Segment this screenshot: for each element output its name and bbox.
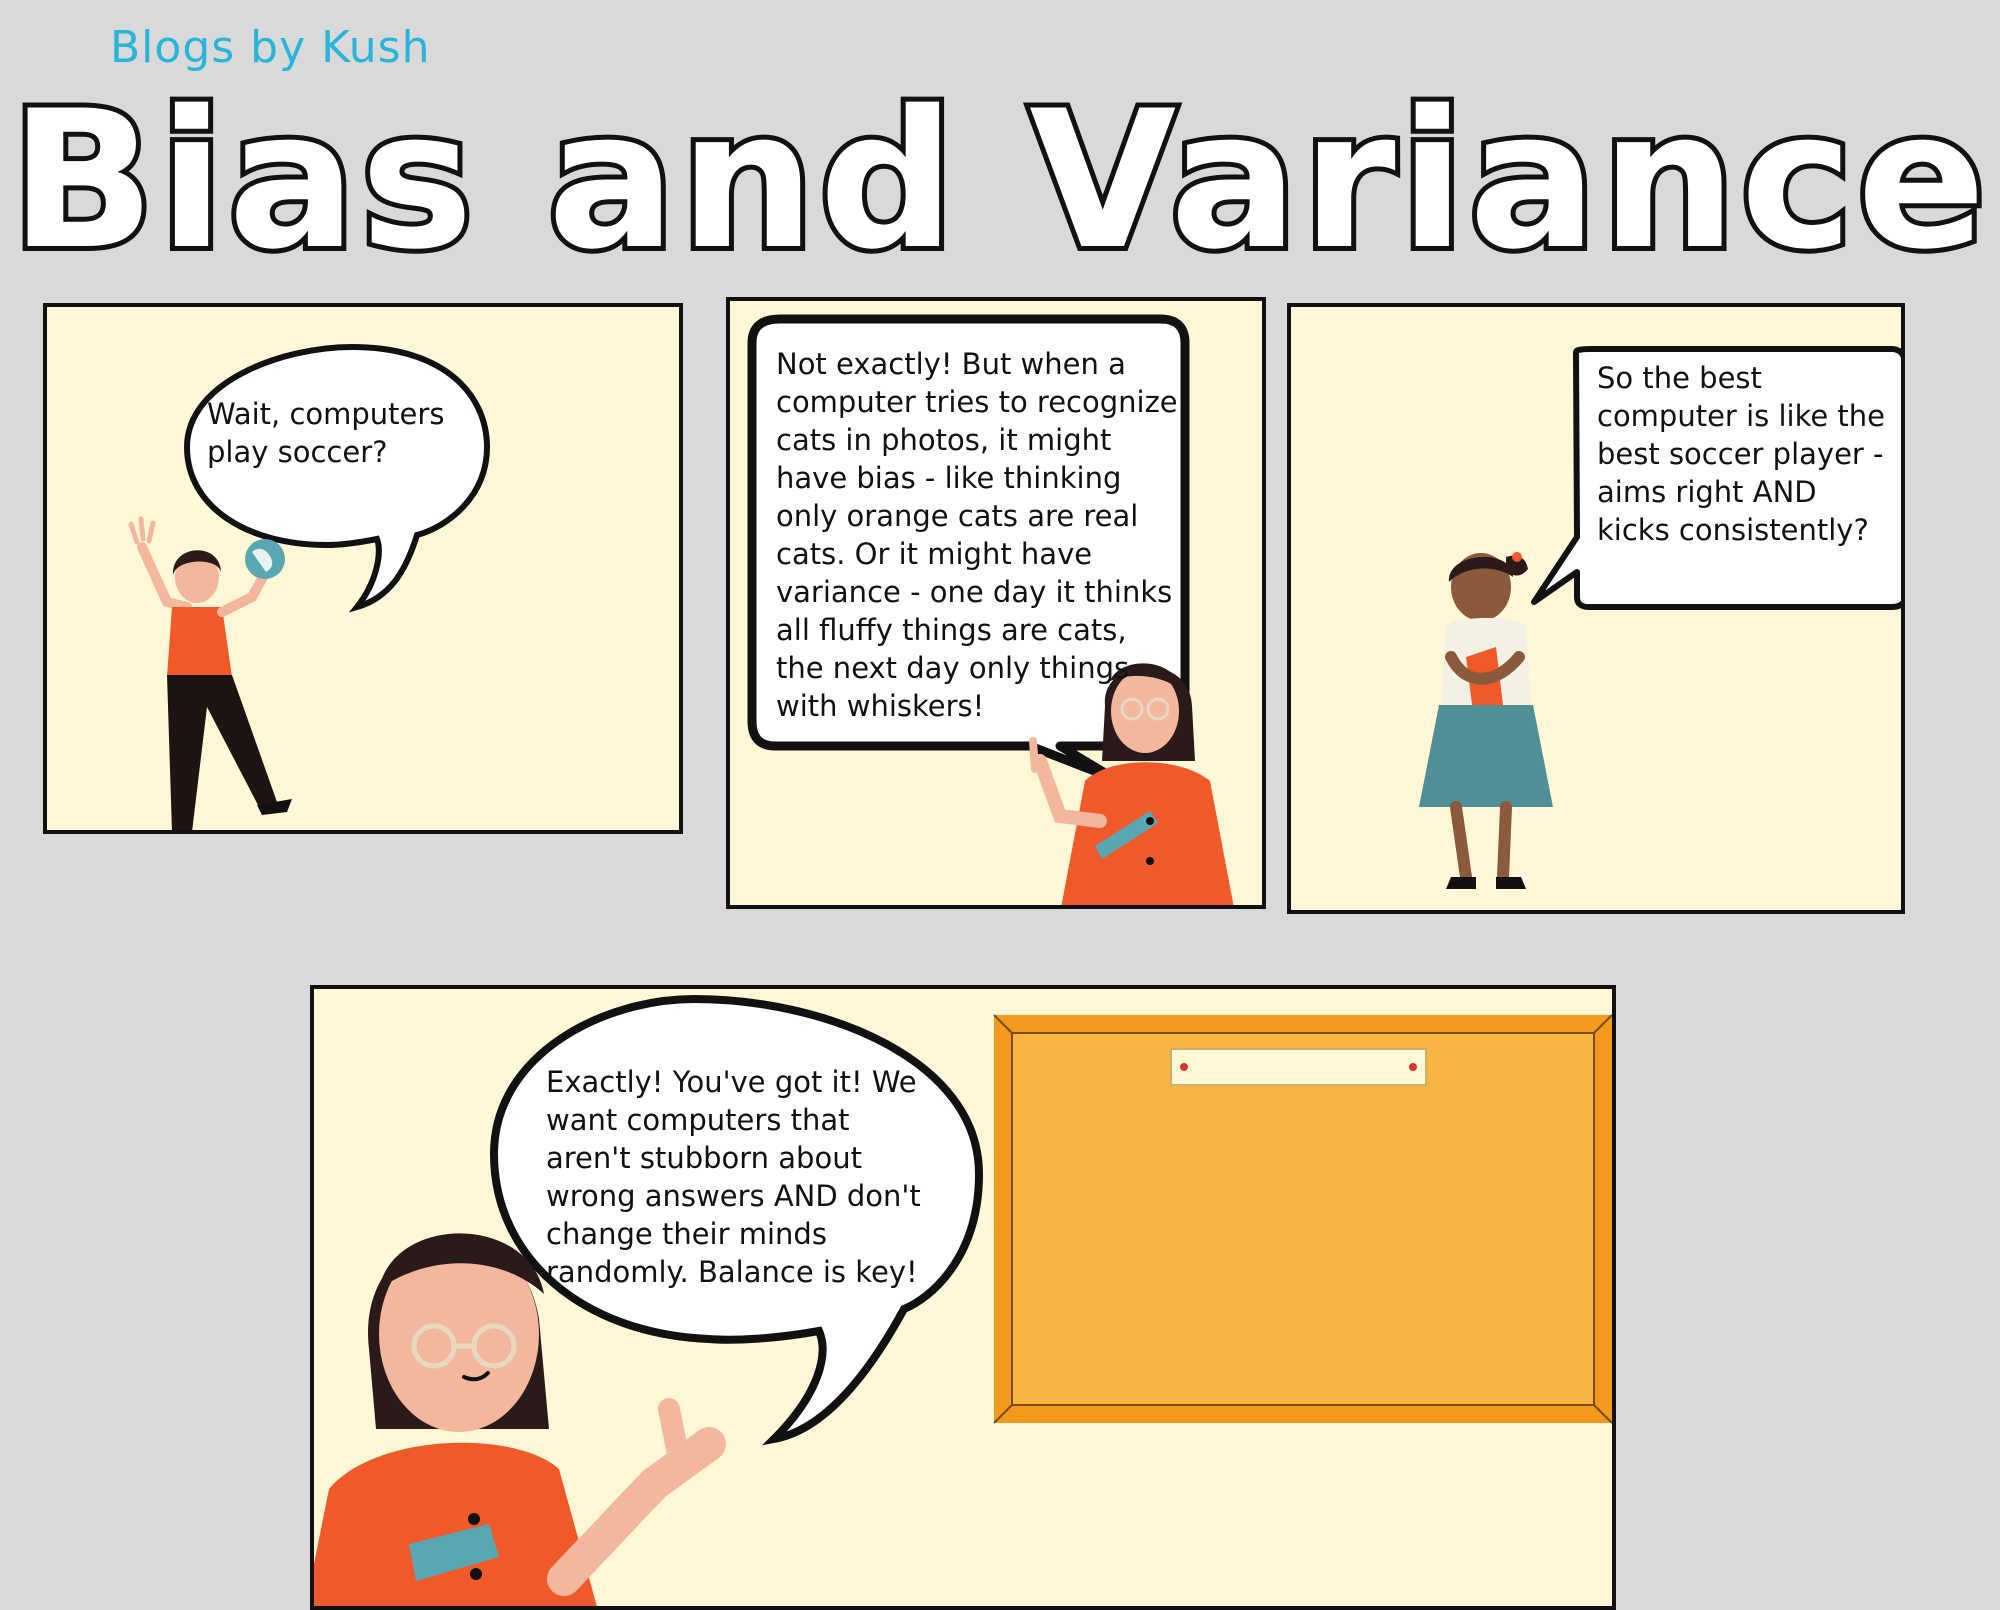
bulletin-board — [993, 1014, 1612, 1424]
page-title: Bias and Variance — [5, 78, 1991, 278]
comic-panel-3: So the best computer is like the best so… — [1287, 303, 1905, 914]
teacher-figure — [314, 1233, 726, 1606]
comic-panel-4: Exactly! You've got it! We want computer… — [310, 985, 1616, 1610]
speech-bubble — [489, 994, 984, 1446]
teacher-figure — [128, 516, 292, 830]
speech-text: Wait, computers play soccer? — [207, 397, 445, 469]
brand-label: Blogs by Kush — [110, 22, 431, 73]
speech-bubble — [183, 343, 491, 613]
speech-text: Exactly! You've got it! We want computer… — [546, 1065, 921, 1289]
speech-bubble — [1531, 346, 1901, 610]
comic-panel-1: Wait, computers play soccer? — [43, 303, 683, 834]
page-title-text: Bias and Variance — [10, 78, 1990, 278]
speech-text: Not exactly! But when a computer tries t… — [776, 347, 1178, 723]
comic-panel-2: Not exactly! But when a computer tries t… — [726, 297, 1266, 909]
teacher-figure — [1029, 663, 1234, 905]
speech-bubble — [747, 314, 1190, 784]
student-figure — [1419, 552, 1553, 889]
speech-text: So the best computer is like the best so… — [1597, 361, 1885, 547]
